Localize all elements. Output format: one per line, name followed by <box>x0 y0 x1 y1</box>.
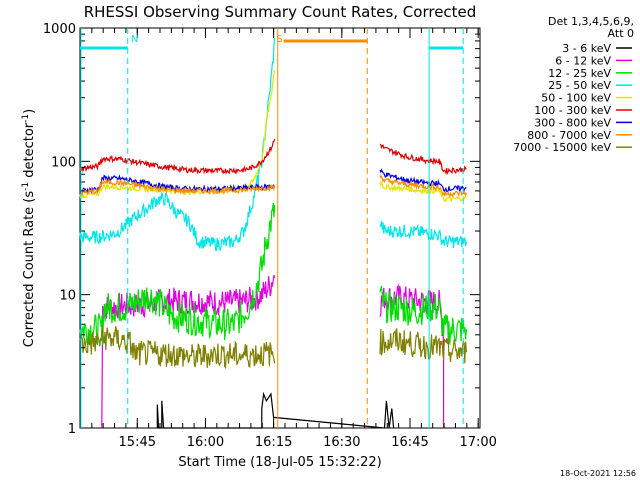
legend-label: 3 - 6 keV <box>562 42 611 55</box>
series-line <box>79 175 467 198</box>
axis-ticks: 1 10 100 1000 15:45 16:00 16:15 16:30 16:45 17:00 <box>43 22 497 450</box>
y-label-sup: -1 <box>21 182 31 191</box>
y-tick-label: 1000 <box>43 22 76 37</box>
x-tick-label: 16:15 <box>255 435 292 450</box>
y-label-part: Corrected Count Rate (s <box>22 191 37 348</box>
y-label-part: ) <box>22 109 37 114</box>
legend-label: 100 - 300 keV <box>534 104 611 117</box>
y-label-sup: -1 <box>21 114 31 123</box>
y-axis-label: Corrected Count Rate (s-1 detector-1) <box>21 109 37 347</box>
legend-label: 300 - 800 keV <box>534 116 611 129</box>
legend-label: 800 - 7000 keV <box>527 129 611 142</box>
y-tick-label: 1 <box>68 422 76 437</box>
legend-label: 50 - 100 keV <box>541 92 611 105</box>
series-line <box>79 168 467 195</box>
y-tick-label: 100 <box>51 155 76 170</box>
footer-date: 18-Oct-2021 12:56 <box>560 469 636 478</box>
legend-label: 12 - 25 keV <box>548 67 611 80</box>
x-tick-label: 15:45 <box>119 435 156 450</box>
legend-label: 7000 - 15000 keV <box>513 141 611 154</box>
x-axis-label: Start Time (18-Jul-05 15:32:22) <box>178 455 381 470</box>
series-line <box>79 202 467 346</box>
legend-label: 25 - 50 keV <box>548 79 611 92</box>
y-label-part: detector <box>22 122 37 182</box>
series-line <box>79 138 467 176</box>
legend-header-2: Att 0 <box>608 27 634 40</box>
marker-label: N <box>131 34 138 45</box>
y-tick-label: 10 <box>59 289 76 304</box>
x-tick-label: 16:00 <box>187 435 224 450</box>
marker-label: S <box>276 34 282 45</box>
x-tick-label: 17:00 <box>459 435 496 450</box>
legend-header-1: Det 1,3,4,5,6,9, <box>548 15 634 28</box>
series-line <box>79 325 467 370</box>
plot-frame <box>79 27 481 429</box>
legend-label: 6 - 12 keV <box>555 54 611 67</box>
series-line <box>156 391 395 429</box>
series-line <box>79 38 467 252</box>
chart-title: RHESSI Observing Summary Count Rates, Co… <box>84 3 477 21</box>
x-tick-label: 16:45 <box>391 435 428 450</box>
series-layer <box>79 38 467 429</box>
x-tick-label: 16:30 <box>323 435 360 450</box>
